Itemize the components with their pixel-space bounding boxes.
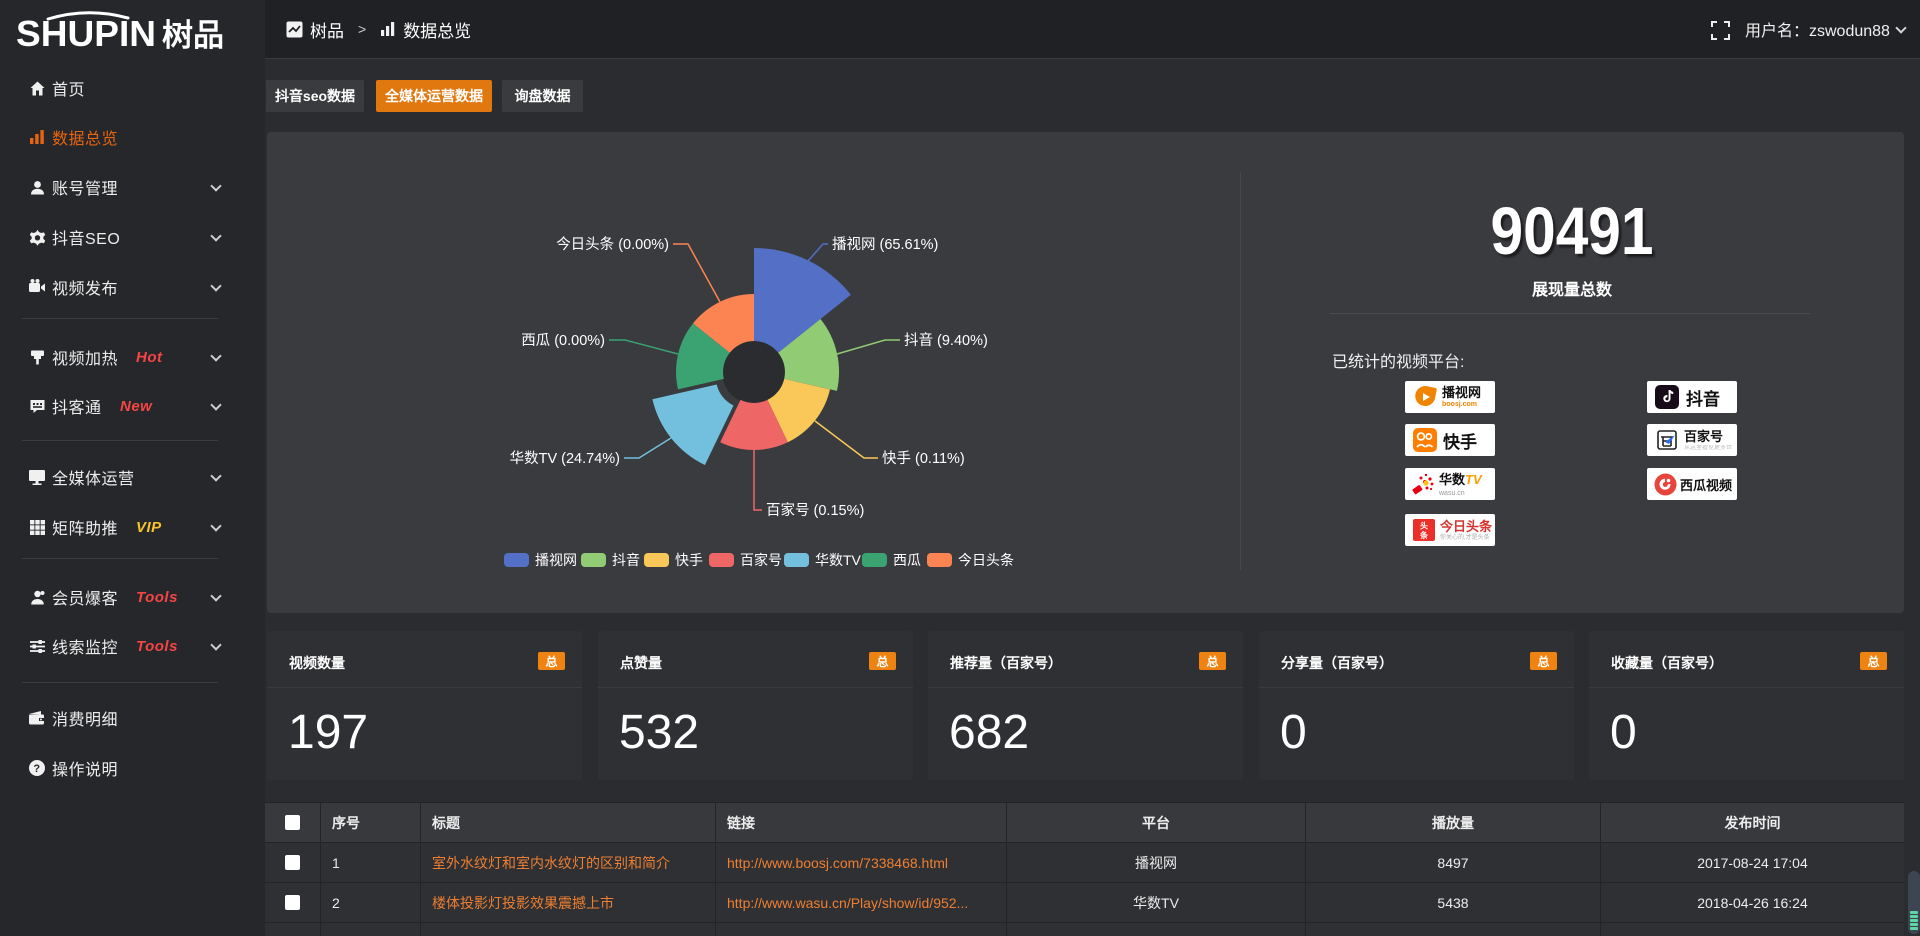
svg-text:今日头条 (0.00%): 今日头条 (0.00%)	[556, 236, 669, 253]
svg-text:快手: 快手	[675, 552, 703, 568]
svg-text:播视网 (65.61%): 播视网 (65.61%)	[832, 236, 938, 253]
svg-text:百家号: 百家号	[740, 552, 782, 568]
svg-text:树品: 树品	[162, 18, 224, 53]
svg-text:华数TV (24.74%): 华数TV (24.74%)	[510, 450, 620, 467]
svg-text:?: ?	[33, 763, 40, 775]
svg-text:条: 条	[1419, 530, 1429, 540]
svg-text:抖音: 抖音	[612, 552, 640, 568]
svg-text:西瓜: 西瓜	[893, 552, 921, 568]
svg-text:头: 头	[1420, 521, 1428, 531]
svg-text:今日头条: 今日头条	[958, 552, 1014, 568]
svg-text:华数TV: 华数TV	[815, 552, 862, 568]
svg-text:播视网: 播视网	[535, 552, 577, 568]
svg-text:快手 (0.11%): 快手 (0.11%)	[882, 450, 965, 467]
svg-text:SHUPIN: SHUPIN	[16, 13, 156, 54]
svg-text:抖音 (9.40%): 抖音 (9.40%)	[904, 332, 988, 349]
svg-text:百家号 (0.15%): 百家号 (0.15%)	[766, 502, 864, 519]
svg-text:西瓜 (0.00%): 西瓜 (0.00%)	[521, 333, 605, 349]
